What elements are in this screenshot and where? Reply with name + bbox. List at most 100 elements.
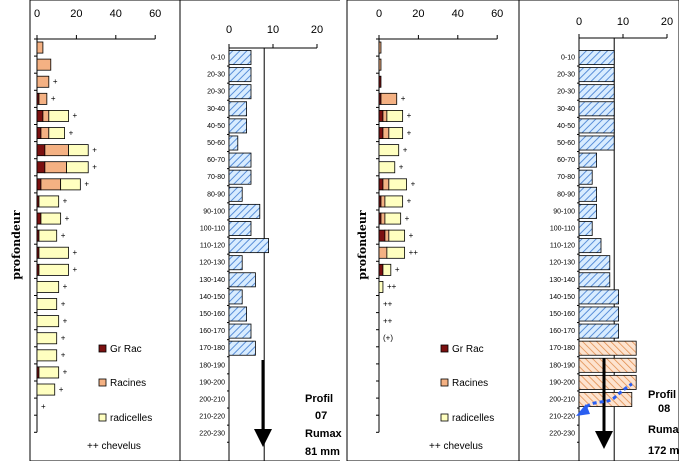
chart3-depth-label: 20-30 bbox=[557, 72, 575, 79]
chart2-bar-racines bbox=[380, 212, 386, 225]
chart2-legend-label: Gr Rac bbox=[452, 344, 484, 355]
chart0-bar-radicelles bbox=[36, 383, 56, 396]
chart0-bar-racines bbox=[40, 178, 62, 191]
chart0-bar-racines bbox=[36, 41, 44, 54]
chart3-bar bbox=[578, 289, 619, 305]
chart0-annotation: + bbox=[73, 111, 78, 120]
panel-border-2 bbox=[346, 0, 520, 461]
chart3-bar bbox=[578, 84, 615, 100]
chart3-x-tick-label: 20 bbox=[661, 16, 673, 28]
chart1-depth-label: 40-50 bbox=[207, 123, 225, 130]
chart3-depth-label: 30-40 bbox=[557, 106, 575, 113]
chart3-depth-label: 220-230 bbox=[549, 431, 575, 438]
panel-gap bbox=[340, 0, 347, 461]
chart2-bar-radicelles bbox=[384, 195, 404, 208]
chart2-bar-radicelles bbox=[388, 178, 407, 191]
chart2-bar-radicelles bbox=[388, 229, 406, 242]
chart2-annotation: + bbox=[399, 162, 404, 171]
chart2-legend-label: ++ chevelus bbox=[429, 441, 483, 452]
chart0-bar-gr-rac bbox=[36, 212, 42, 225]
chart2-annotation: + bbox=[407, 128, 412, 137]
chart0-x-tick-label: 0 bbox=[34, 8, 40, 20]
chart1-depth-label: 210-220 bbox=[199, 414, 225, 421]
chart1-profile-info: Rumax bbox=[305, 428, 343, 440]
chart1-depth-label: 80-90 bbox=[207, 191, 225, 198]
chart3-profile-info: Profil bbox=[648, 389, 676, 401]
chart0-bar-radicelles bbox=[36, 298, 58, 311]
chart2-bar-radicelles bbox=[386, 246, 406, 259]
chart0-annotation: + bbox=[92, 162, 97, 171]
chart0-legend-swatch bbox=[98, 378, 107, 387]
chart1-bar bbox=[228, 203, 261, 219]
chart1-depth-label: 180-190 bbox=[199, 362, 225, 369]
chart2-annotation: + bbox=[409, 231, 414, 240]
chart2-bar-racines bbox=[384, 229, 390, 242]
chart2-annotation: ++ bbox=[387, 282, 397, 291]
chart1-bar bbox=[228, 135, 239, 151]
chart1-depth-label: 220-230 bbox=[199, 431, 225, 438]
chart2-bar-gr-rac bbox=[378, 75, 382, 88]
chart0-annotation: + bbox=[61, 333, 66, 342]
chart3-depth-label: 70-80 bbox=[557, 174, 575, 181]
chart2-bar-racines bbox=[378, 246, 388, 259]
chart2-bar-radicelles bbox=[378, 144, 400, 157]
chart0-x-tick-label: 60 bbox=[149, 8, 161, 20]
chart3-x-tick-label: 10 bbox=[617, 16, 629, 28]
chart0-bar-racines bbox=[40, 127, 50, 140]
chart0-bar-radicelles bbox=[38, 366, 60, 379]
chart3-bar bbox=[578, 67, 615, 83]
chart3-depth-label: 170-180 bbox=[549, 345, 575, 352]
chart2-legend-swatch bbox=[440, 413, 449, 422]
chart0-legend-label: ++ chevelus bbox=[87, 441, 141, 452]
chart0-x-tick-label: 20 bbox=[70, 8, 82, 20]
chart3-depth-label: 20-30 bbox=[557, 89, 575, 96]
chart0-annotation: + bbox=[69, 128, 74, 137]
chart0-bar-radicelles bbox=[48, 110, 69, 122]
chart2-bar-radicelles bbox=[388, 127, 404, 140]
chart0-annotation: + bbox=[59, 385, 64, 394]
chart1-bar bbox=[228, 323, 252, 339]
chart2-annotation: + bbox=[411, 180, 416, 189]
chart2-annotation: ++ bbox=[409, 248, 419, 257]
chart3-bar bbox=[578, 50, 615, 65]
chart1-depth-label: 0-10 bbox=[211, 55, 225, 62]
chart1-depth-label: 20-30 bbox=[207, 89, 225, 96]
chart1-depth-label: 70-80 bbox=[207, 174, 225, 181]
chart2-bar-racines bbox=[378, 41, 382, 54]
chart3-bar bbox=[578, 186, 598, 202]
chart0-annotation: + bbox=[65, 214, 70, 223]
chart3-x-tick-label: 0 bbox=[576, 16, 582, 28]
chart0-legend-label: radicelles bbox=[110, 413, 152, 424]
chart0-bar-racines bbox=[36, 75, 50, 88]
chart0-bar-radicelles bbox=[38, 229, 58, 242]
chart1-depth-label: 30-40 bbox=[207, 106, 225, 113]
chart3-bar bbox=[578, 340, 637, 356]
chart0-annotation: + bbox=[63, 368, 68, 377]
chart1-bar bbox=[228, 306, 248, 322]
chart3-depth-label: 140-150 bbox=[549, 294, 575, 301]
chart0-bar-radicelles bbox=[60, 178, 81, 191]
chart0-annotation: + bbox=[63, 316, 68, 325]
chart1-depth-label: 100-110 bbox=[200, 226, 225, 233]
chart3-depth-label: 50-60 bbox=[557, 140, 575, 147]
chart0-bar-radicelles bbox=[36, 315, 60, 328]
chart1-bar bbox=[228, 84, 252, 100]
chart1-x-tick-label: 20 bbox=[311, 24, 323, 36]
chart2-x-tick-label: 20 bbox=[412, 8, 424, 20]
chart3-depth-label: 60-70 bbox=[557, 157, 575, 164]
chart3-depth-label: 120-130 bbox=[549, 260, 575, 267]
chart2-bar-gr-rac bbox=[378, 229, 386, 242]
chart0-bar-racines bbox=[38, 92, 48, 105]
chart0-bar-radicelles bbox=[38, 195, 60, 208]
chart2-x-tick-label: 0 bbox=[376, 8, 382, 20]
chart0-legend-swatch bbox=[98, 344, 107, 353]
chart1-depth-label: 60-70 bbox=[207, 157, 225, 164]
chart0-bar-radicelles bbox=[66, 161, 89, 174]
chart0-annotation: + bbox=[92, 145, 97, 154]
chart0-annotation: + bbox=[51, 94, 56, 103]
chart0-bar-gr-rac bbox=[36, 110, 44, 122]
chart3-depth-label: 40-50 bbox=[557, 123, 575, 130]
chart0-bar-racines bbox=[42, 110, 50, 122]
chart1-bar bbox=[228, 255, 243, 271]
chart0-bar-racines bbox=[44, 161, 67, 174]
